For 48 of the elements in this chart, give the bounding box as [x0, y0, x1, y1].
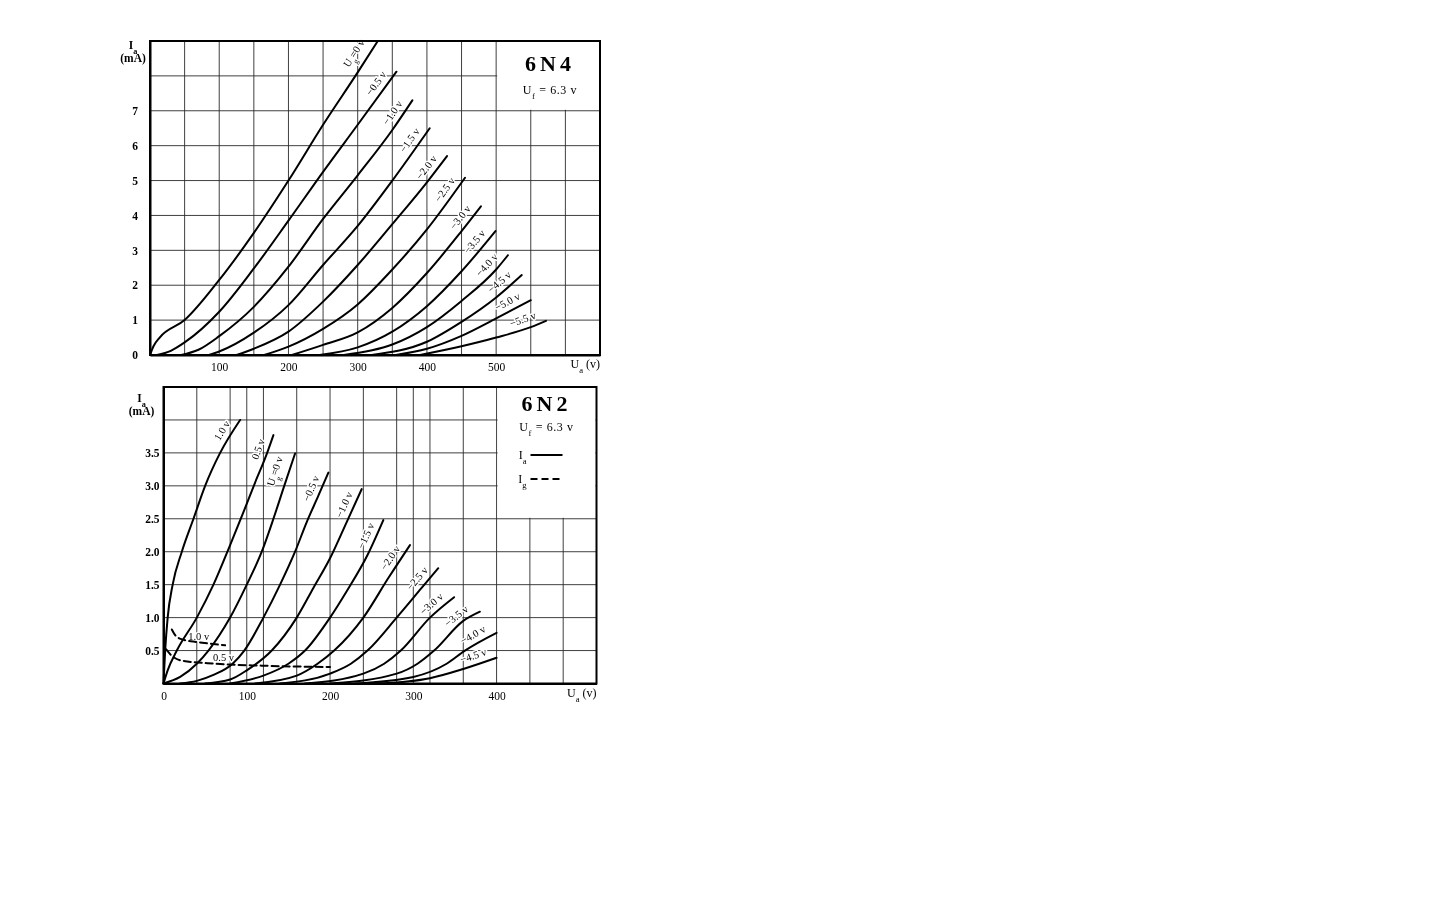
text: −0.5 v: [363, 68, 389, 98]
annotation: I$_{g}$: [518, 472, 528, 490]
text: −1.0 v: [380, 97, 406, 127]
y-tick-label: 1.5: [145, 578, 160, 591]
y-tick-label: 4: [132, 209, 139, 222]
y-tick-label: 1.0: [145, 611, 160, 624]
text: 1.0 v: [211, 418, 233, 443]
y-tick-label: 3.5: [145, 447, 160, 460]
x-tick-label: 400: [418, 361, 437, 374]
x-tick-label: 200: [280, 361, 298, 374]
x-tick-label: 100: [211, 361, 229, 374]
x-tick-label: 300: [405, 689, 423, 702]
x-tick-label: 100: [238, 689, 257, 702]
x-tick-label: 400: [488, 689, 506, 702]
text: −2.0 v: [378, 542, 403, 573]
y-tick-label: 1: [132, 314, 139, 327]
y-tick-label: 7: [132, 104, 139, 117]
text: −1.0 v: [333, 489, 356, 520]
annotation: I$_{a}$: [518, 448, 527, 466]
text: −0.5 v: [300, 473, 322, 504]
x-tick-label: 500: [488, 361, 506, 374]
series-label: 1.0 v: [188, 630, 210, 642]
y-tick-label: 3.0: [145, 480, 160, 493]
y-axis-title: I$_{a}$ (mA): [120, 39, 146, 65]
x-axis-title: U$_{a}$ (v): [566, 685, 597, 704]
x-tick-label: 200: [321, 689, 340, 702]
series-label: 0.5 v: [213, 651, 235, 663]
text: U$_{f}$ = 6.3 v: [519, 420, 574, 438]
y-tick-label: 5: [132, 174, 139, 187]
y-tick-label: 2: [132, 279, 139, 292]
y-axis-title: I$_{a}$ (mA): [128, 392, 155, 418]
text: −4.5 v: [458, 645, 489, 666]
text: −1.5 v: [355, 520, 377, 551]
text: U$_{f}$ = 6.3 v: [522, 83, 578, 101]
x-tick-label: 300: [349, 361, 368, 374]
y-tick-label: 3: [132, 244, 139, 257]
text: −1.5 v: [397, 125, 423, 155]
chart-title: 6N2: [521, 391, 572, 416]
text: 6N4: [525, 51, 575, 76]
y-tick-label: 0: [132, 349, 139, 362]
x-axis-title: U$_{a}$ (v): [570, 357, 600, 375]
text: 0.5 v: [249, 436, 268, 461]
y-tick-label: 0.5: [145, 644, 160, 657]
y-tick-label: 2.0: [145, 545, 160, 558]
y-tick-label: 2.5: [145, 512, 160, 525]
x-tick-label: 0: [161, 689, 168, 702]
text: −2.5 v: [404, 564, 431, 593]
y-tick-label: 6: [132, 139, 139, 152]
